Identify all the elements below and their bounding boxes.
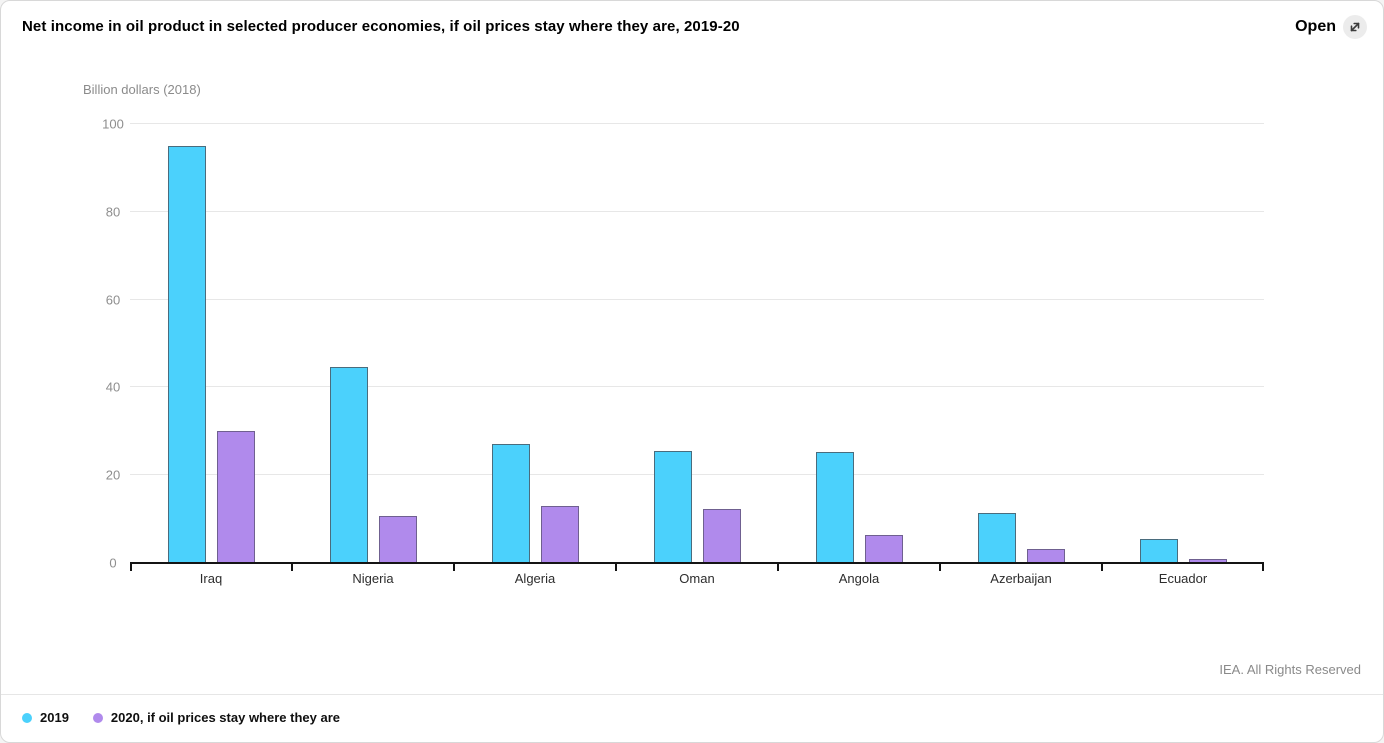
bar-2020-ecuador[interactable]	[1188, 558, 1227, 563]
page-title: Net income in oil product in selected pr…	[22, 18, 740, 35]
y-axis-tick-labels: 0 20 40 60 80 100	[83, 117, 143, 571]
x-axis-line	[130, 562, 1264, 564]
legend-label: 2019	[40, 710, 69, 725]
gridline-40	[130, 386, 1264, 388]
x-axis-tick-1	[290, 563, 293, 571]
gridline-100	[130, 123, 1264, 124]
category-group-azerbaijan	[940, 124, 1102, 563]
x-category-label-iraq: Iraq	[199, 571, 223, 586]
gridline-80	[130, 210, 1264, 212]
open-button-label: Open	[1295, 18, 1336, 35]
x-axis-tick-6	[1101, 563, 1103, 571]
x-axis-tick-4	[776, 563, 779, 571]
bar-2020-iraq[interactable]	[216, 431, 255, 563]
x-category-label-oman: Oman	[679, 571, 715, 586]
bar-2019-azerbaijan[interactable]	[977, 512, 1016, 563]
x-category-label-nigeria: Nigeria	[352, 571, 394, 586]
gridline-60	[130, 298, 1264, 300]
bar-2019-algeria[interactable]	[491, 444, 530, 563]
x-axis-tick-5	[939, 563, 941, 571]
bar-2019-oman[interactable]	[653, 450, 692, 563]
x-category-label-angola: Angola	[838, 571, 880, 586]
x-axis-category-labels: Iraq Nigeria Algeria Oman Angola Azerbaijan Ec…	[130, 571, 1264, 586]
x-axis-tick-7	[1262, 563, 1264, 571]
bar-2019-angola[interactable]	[815, 451, 854, 563]
category-group-algeria	[454, 124, 616, 563]
x-category-label-algeria: Algeria	[514, 571, 556, 586]
y-tick-label-40: 40	[105, 379, 121, 395]
bar-2020-nigeria[interactable]	[378, 516, 417, 563]
y-tick-label-80: 80	[105, 204, 121, 220]
bar-2019-nigeria[interactable]	[329, 367, 368, 563]
legend-dot-2019	[22, 712, 32, 723]
bar-2020-azerbaijan[interactable]	[1026, 549, 1065, 563]
y-tick-label-60: 60	[105, 292, 121, 308]
bar-2019-ecuador[interactable]	[1139, 539, 1178, 563]
gridline-20	[130, 474, 1264, 476]
legend-item-2020[interactable]: 2020, if oil prices stay where they are	[92, 710, 340, 725]
bar-2020-algeria[interactable]	[540, 505, 579, 563]
category-group-nigeria	[292, 124, 454, 563]
legend-dot-2020	[92, 712, 103, 723]
y-tick-label-100: 100	[102, 116, 124, 132]
y-tick-label-20: 20	[105, 467, 121, 483]
open-button[interactable]: Open	[1295, 15, 1367, 39]
legend-label: 2020, if oil prices stay where they are	[110, 710, 340, 725]
y-axis-unit-label: Billion dollars (2018)	[83, 82, 201, 97]
plot-area	[130, 123, 1264, 571]
category-group-angola	[778, 124, 940, 563]
bar-2020-angola[interactable]	[864, 534, 903, 563]
x-axis-tick-0	[130, 563, 132, 571]
category-group-ecuador	[1102, 124, 1264, 563]
chart-legend: 2019 2020, if oil prices stay where they …	[22, 710, 340, 725]
legend-item-2019[interactable]: 2019	[22, 710, 69, 725]
bars-container	[130, 124, 1264, 563]
legend-divider	[1, 694, 1383, 695]
category-group-iraq	[130, 124, 292, 563]
bar-2020-oman[interactable]	[702, 508, 741, 563]
x-axis-tick-3	[615, 563, 617, 571]
x-category-label-ecuador: Ecuador	[1158, 571, 1208, 586]
bar-2019-iraq[interactable]	[167, 145, 206, 563]
x-category-label-azerbaijan: Azerbaijan	[990, 571, 1052, 586]
category-group-oman	[616, 124, 778, 563]
y-tick-label-0: 0	[109, 555, 117, 571]
copyright-text: IEA. All Rights Reserved	[1219, 662, 1361, 677]
expand-icon	[1343, 15, 1367, 39]
x-axis-tick-2	[452, 563, 455, 571]
